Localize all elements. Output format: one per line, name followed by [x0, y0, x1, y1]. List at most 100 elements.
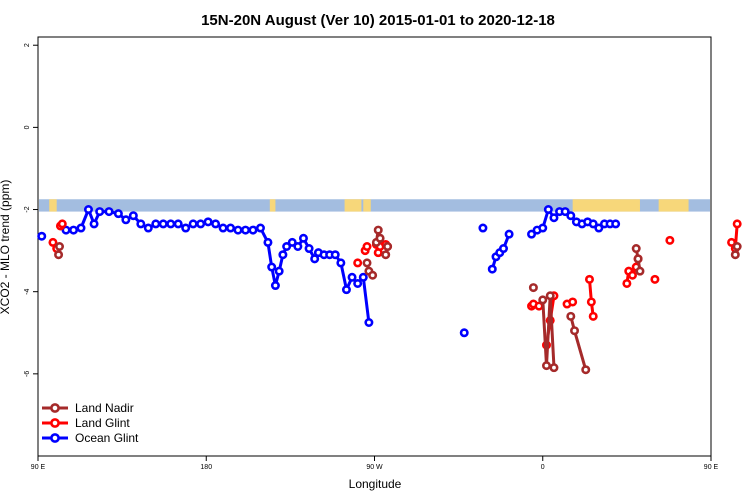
data-point [211, 219, 221, 229]
data-point [566, 211, 576, 221]
data-point [732, 242, 742, 252]
data-point [383, 242, 393, 252]
data-point [566, 311, 576, 321]
data-point [341, 285, 351, 295]
land-patch [572, 199, 640, 212]
data-point [635, 266, 645, 276]
data-point [487, 264, 497, 274]
data-point [128, 211, 138, 221]
data-point [588, 219, 598, 229]
data-point [267, 262, 277, 272]
data-point [504, 229, 514, 239]
data-point [568, 297, 578, 307]
data-point [270, 281, 280, 291]
data-point [588, 311, 598, 321]
legend-item: Ocean Glint [42, 431, 139, 445]
data-point [478, 223, 488, 233]
land-patch [344, 199, 362, 212]
land-patch [269, 199, 276, 212]
data-point [255, 223, 265, 233]
data-point [282, 242, 292, 252]
data-point [330, 250, 340, 260]
x-tick-label: 0 [541, 464, 545, 471]
data-point [293, 242, 303, 252]
x-tick-label: 90 W [366, 464, 383, 471]
data-point [560, 207, 570, 217]
data-point [665, 235, 675, 245]
data-point [248, 225, 258, 235]
data-point [549, 363, 559, 373]
legend-label: Ocean Glint [75, 431, 139, 445]
x-axis: 90 E 180 90 W 0 90 E [31, 456, 719, 471]
data-point [304, 244, 314, 254]
y-axis-label: XCO2 - MLO trend (ppm) [0, 180, 12, 315]
data-point [527, 229, 537, 239]
data-point [622, 278, 632, 288]
data-point [594, 223, 604, 233]
y-tick-label: -2 [24, 206, 31, 212]
land-patch [49, 199, 57, 212]
data-point [538, 295, 548, 305]
data-point [633, 254, 643, 264]
y-tick-label: 2 [24, 43, 31, 47]
data-point [730, 250, 740, 260]
data-point [121, 215, 131, 225]
data-point [353, 278, 363, 288]
x-tick-label: 90 E [704, 464, 719, 471]
data-point [362, 242, 372, 252]
data-point [278, 250, 288, 260]
data-point [218, 223, 228, 233]
data-point [375, 233, 385, 243]
data-point [364, 317, 374, 327]
data-point [151, 219, 161, 229]
data-point [627, 270, 637, 280]
data-point [54, 250, 64, 260]
data-point [76, 223, 86, 233]
x-tick-label: 90 E [31, 464, 46, 471]
land-patch [363, 199, 371, 212]
data-point [336, 258, 346, 268]
legend-marker [50, 418, 60, 428]
series-ocean-glint [37, 205, 621, 338]
x-axis-label: Longitude [349, 477, 402, 491]
data-point [166, 219, 176, 229]
legend-item: Land Glint [42, 416, 130, 430]
data-point [274, 266, 284, 276]
y-axis: 2 0 -2 -4 -6 [24, 43, 38, 377]
data-point [298, 233, 308, 243]
data-point [181, 223, 191, 233]
data-point [89, 219, 99, 229]
data-point [650, 274, 660, 284]
data-point [143, 223, 153, 233]
data-point [95, 207, 105, 217]
data-point [241, 225, 251, 235]
data-point [287, 237, 297, 247]
series-line [569, 315, 588, 371]
data-point [732, 219, 742, 229]
data-point [541, 361, 551, 371]
data-point [57, 219, 67, 229]
data-point [358, 272, 368, 282]
legend-marker [50, 433, 60, 443]
data-point [584, 274, 594, 284]
data-point [69, 225, 79, 235]
land-patch [658, 199, 689, 212]
data-point [48, 237, 58, 247]
series-land-nadir [54, 225, 742, 375]
data-point [353, 258, 363, 268]
data-point [233, 225, 243, 235]
data-point [381, 250, 391, 260]
data-point [543, 205, 553, 215]
data-point [188, 219, 198, 229]
data-point [570, 326, 580, 336]
y-tick-label: 0 [24, 125, 31, 129]
data-point [54, 242, 64, 252]
data-point [203, 217, 213, 227]
data-point [113, 209, 123, 219]
data-point [83, 205, 93, 215]
data-point [538, 223, 548, 233]
data-point [373, 225, 383, 235]
chart-title: 15N-20N August (Ver 10) 2015-01-01 to 20… [201, 12, 555, 29]
